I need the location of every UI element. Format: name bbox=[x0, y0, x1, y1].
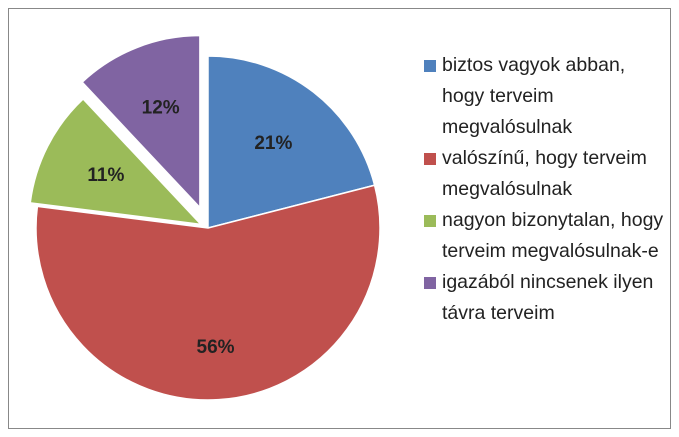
data-label: 21% bbox=[254, 133, 292, 154]
legend-item: valószínű, hogy terveim megvalósulnak bbox=[422, 143, 672, 205]
legend-item: igazából nincsenek ilyen távra terveim bbox=[422, 267, 672, 329]
data-label: 12% bbox=[142, 97, 180, 118]
pie-slice bbox=[35, 184, 381, 401]
legend-swatch bbox=[424, 60, 436, 72]
pie-slice bbox=[207, 55, 376, 229]
pie-slice bbox=[81, 34, 201, 210]
legend-swatch bbox=[424, 277, 436, 289]
legend-label: valószínű, hogy terveim megvalósulnak bbox=[442, 147, 647, 200]
data-label: 56% bbox=[197, 337, 235, 358]
legend-item: nagyon bizonytalan, hogy terveim megvaló… bbox=[422, 205, 672, 267]
pie-slice bbox=[29, 97, 203, 226]
legend-item: biztos vagyok abban, hogy terveim megval… bbox=[422, 50, 672, 143]
legend-swatch bbox=[424, 153, 436, 165]
data-label: 11% bbox=[87, 165, 124, 186]
legend-label: nagyon bizonytalan, hogy terveim megvaló… bbox=[442, 209, 664, 262]
legend: biztos vagyok abban, hogy terveim megval… bbox=[422, 50, 672, 329]
legend-swatch bbox=[424, 215, 436, 227]
legend-label: igazából nincsenek ilyen távra terveim bbox=[442, 271, 654, 324]
legend-label: biztos vagyok abban, hogy terveim megval… bbox=[442, 54, 626, 138]
